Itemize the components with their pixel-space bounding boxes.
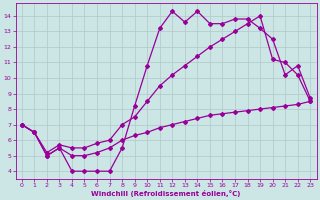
X-axis label: Windchill (Refroidissement éolien,°C): Windchill (Refroidissement éolien,°C) [91, 190, 241, 197]
